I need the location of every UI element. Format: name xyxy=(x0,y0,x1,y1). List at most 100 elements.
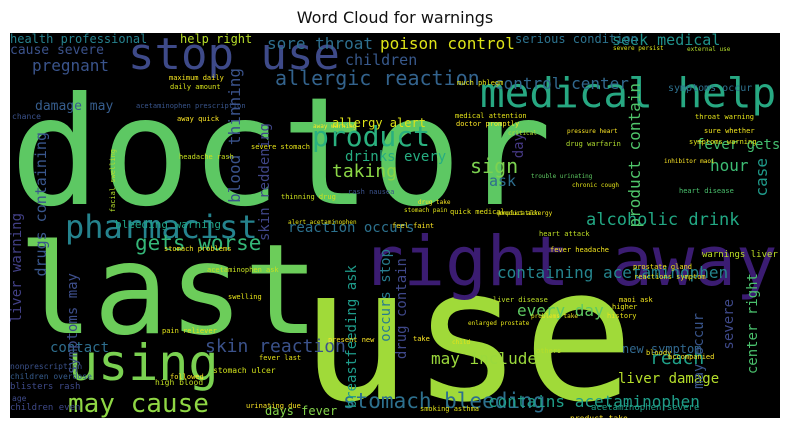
word-reach: reach xyxy=(650,348,705,369)
word-severe: severe xyxy=(721,299,737,350)
word-accompanied: accompanied xyxy=(668,353,715,361)
word-medical-attention: medical attention xyxy=(455,112,527,120)
word-maximum-daily: maximum daily xyxy=(169,74,224,82)
word-may-include: may include xyxy=(431,349,537,368)
word-product-contain: product contain xyxy=(625,83,644,228)
word-enlarged-prostate: enlarged prostate xyxy=(468,320,530,327)
word-doctor: doctor xyxy=(10,66,552,240)
word-urinating-due: urinating due xyxy=(246,402,301,410)
word-headache-rash: headache rash xyxy=(179,153,234,161)
word-chronic-cough: chronic cough xyxy=(572,182,619,189)
word-severe-persist: severe persist xyxy=(613,45,664,52)
word-symptoms-warning: symptoms warning xyxy=(689,138,757,146)
word-thinning-drug: thinning drug xyxy=(281,193,336,201)
word-contains-acetaminophen: contains acetaminophen xyxy=(488,392,700,411)
word-may-cause: may cause xyxy=(68,389,209,418)
word-quick-medical: quick medical xyxy=(450,208,505,216)
chart-title: Word Cloud for warnings xyxy=(296,8,494,27)
word-children-overdose: children overdose xyxy=(10,372,92,381)
word-children-even: children even xyxy=(10,403,81,413)
word-high-blood: high blood xyxy=(155,378,204,387)
word-cloud: doctor use last right away medical help stop … xyxy=(10,33,780,418)
word-poison-control: poison control xyxy=(380,34,515,53)
word-product-take: product take xyxy=(570,415,628,419)
word-days-fever: days fever xyxy=(265,404,338,418)
word-child: child xyxy=(452,339,471,346)
word-liver-disease: liver disease xyxy=(493,296,548,304)
word-maoi-ask: maoi ask xyxy=(619,296,653,304)
word-throat-warning: throat warning xyxy=(695,113,755,121)
word-acetaminophen-ask: acetaminophen ask xyxy=(207,266,279,274)
word-symptoms-occur: symptoms occur xyxy=(668,83,753,94)
word-nonprescription: nonprescription xyxy=(10,362,83,371)
word-new-symptom: new symptom xyxy=(622,342,702,356)
word-using: using xyxy=(68,334,219,392)
word-hour: hour xyxy=(710,156,749,175)
word-case: case xyxy=(752,158,771,197)
word-medical-help: medical help xyxy=(480,69,777,117)
word-rash-nausea: rash nausea xyxy=(348,188,395,196)
word-prostate-gland: prostate gland xyxy=(633,263,693,271)
word-stomach-bleeding: stomach bleeding xyxy=(343,389,546,413)
word-acetaminophen-severe: acetaminophen severe xyxy=(591,403,700,413)
word-away-warning: away warning xyxy=(313,123,357,130)
word-smoking-asthma: smoking asthma xyxy=(420,405,480,413)
word-right-away: right away xyxy=(362,222,778,302)
word-age: age xyxy=(12,394,27,403)
word-reaction-occurs: reaction occurs xyxy=(288,220,415,236)
word-liver-warning: liver warning xyxy=(10,213,25,323)
word-warnings-liver: warnings liver xyxy=(702,250,778,260)
word-taking: taking xyxy=(332,161,398,182)
word-away-quick: away quick xyxy=(177,115,220,123)
word-blisters-rash: blisters rash xyxy=(10,382,81,392)
word-may-occur: may occur xyxy=(691,313,707,389)
word-trouble-urinating: trouble urinating xyxy=(531,173,593,180)
word-drugs-containing: drugs containing xyxy=(32,132,50,277)
word-daily-amount: daily amount xyxy=(170,83,221,91)
word-fever-last: fever last xyxy=(259,354,302,362)
word-complication: complication xyxy=(496,210,540,217)
word-take: take xyxy=(413,335,430,343)
word-gets-worse: gets worse xyxy=(135,231,262,255)
word-product: product xyxy=(312,120,431,153)
word-alcoholic-drink: alcoholic drink xyxy=(586,210,740,230)
word-swelling: swelling xyxy=(228,293,262,301)
word-sore-throat: sore throat xyxy=(267,34,373,53)
word-acetaminophen-prescription: acetaminophen prescription xyxy=(136,102,246,110)
word-pressure-heart: pressure heart xyxy=(567,128,618,135)
word-pregnant: pregnant xyxy=(32,56,110,75)
word-allergic-reaction: allergic reaction xyxy=(275,66,480,90)
word-cause-severe: cause severe xyxy=(10,43,104,58)
word-feel-faint: feel faint xyxy=(392,222,435,230)
word-last: last xyxy=(18,218,320,363)
word-every-day: every day xyxy=(517,301,604,320)
word-higher: higher xyxy=(612,303,638,311)
word-seek-medical: seek medical xyxy=(612,33,721,49)
word-serious-condition: serious condition xyxy=(515,33,638,46)
word-bloody: bloody xyxy=(646,349,672,357)
word-drug-take: drug take xyxy=(418,199,451,206)
word-critical: critical xyxy=(508,130,537,137)
word-drug-contain: drug contain xyxy=(394,258,410,360)
word-skin-reaction: skin reaction xyxy=(205,336,346,357)
word-sign: sign xyxy=(470,154,519,178)
word-problems-take: problems take xyxy=(531,313,578,320)
word-inhibitor-maoi: inhibitor maoi xyxy=(664,158,715,165)
word-health-professional: health professional xyxy=(10,33,148,46)
word-followed: followed xyxy=(170,373,204,381)
word-ask: ask xyxy=(489,172,517,190)
word-fever-gets: fever gets xyxy=(696,137,780,153)
word-heart-disease: heart disease xyxy=(679,187,734,195)
word-center-right: center right xyxy=(745,273,761,375)
word-sure-whether: sure whether xyxy=(704,127,755,135)
word-doctor-promptly: doctor promptly xyxy=(456,120,520,128)
word-liver-damage: liver damage xyxy=(618,371,720,387)
word-present-new: present new xyxy=(328,336,375,344)
word-drinks-every: drinks every xyxy=(345,149,447,165)
word-occurs-stop: occurs stop xyxy=(378,249,394,342)
word-drug-warfarin: drug warfarin xyxy=(566,140,621,148)
word-stomach-problems: stomach problems xyxy=(164,245,232,253)
word-facial-swelling: facial swelling xyxy=(109,149,117,213)
word-bleeding-warning: bleeding warning xyxy=(115,218,221,231)
word-damage-may: damage may xyxy=(35,99,114,114)
